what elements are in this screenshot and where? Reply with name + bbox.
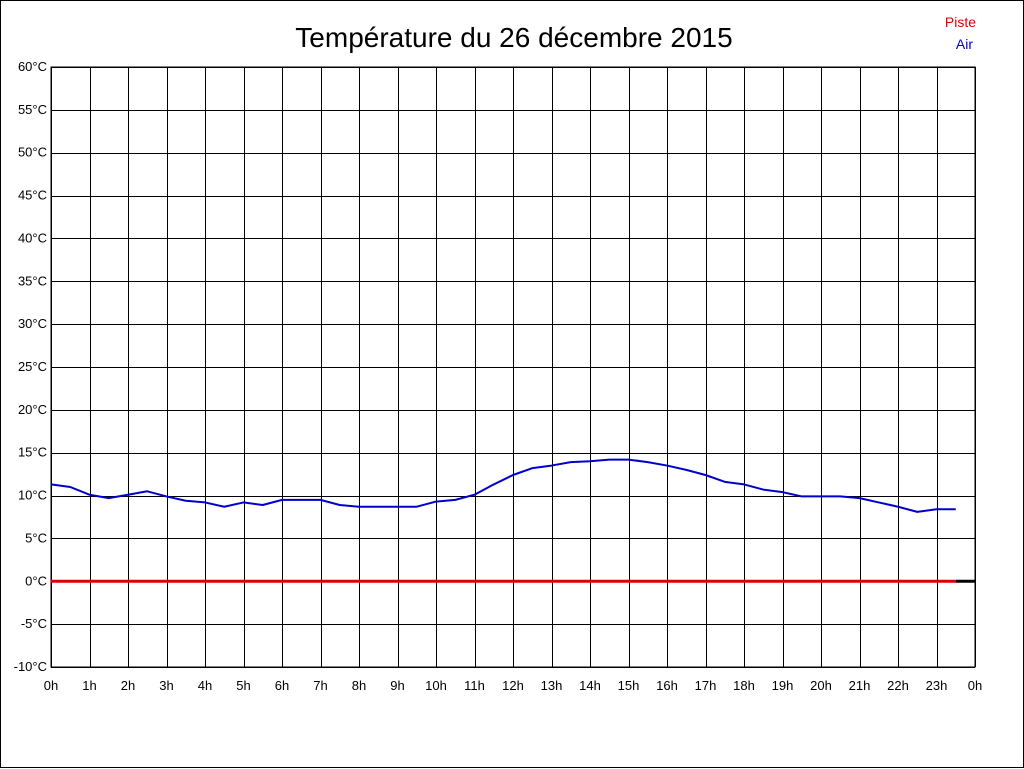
x-tick-label: 0h xyxy=(968,678,982,693)
y-tick-label: 35°C xyxy=(18,273,47,288)
grid xyxy=(50,66,976,668)
x-tick-label: 18h xyxy=(733,678,755,693)
x-axis-ticks: 0h 1h 2h 3h 4h 5h 6h 7h 8h 9h 10h 11h 12h 13h 14h 15h 16… xyxy=(44,678,982,693)
x-tick-label: 10h xyxy=(425,678,447,693)
x-tick-label: 15h xyxy=(618,678,640,693)
x-tick-label: 9h xyxy=(390,678,404,693)
y-tick-label: 45°C xyxy=(18,188,47,203)
x-tick-label: 16h xyxy=(656,678,678,693)
x-tick-label: 19h xyxy=(772,678,794,693)
x-tick-label: 14h xyxy=(579,678,601,693)
x-tick-label: 0h xyxy=(44,678,58,693)
x-tick-label: 13h xyxy=(541,678,563,693)
x-tick-label: 4h xyxy=(198,678,212,693)
y-tick-label: 60°C xyxy=(18,59,47,74)
legend-item-piste: Piste xyxy=(945,14,976,30)
y-tick-label: 25°C xyxy=(18,359,47,374)
series-lines xyxy=(50,458,975,583)
y-tick-label: 50°C xyxy=(18,145,47,160)
x-tick-label: 1h xyxy=(82,678,96,693)
x-tick-label: 5h xyxy=(236,678,250,693)
y-tick-label: 30°C xyxy=(18,316,47,331)
x-tick-label: 8h xyxy=(352,678,366,693)
x-tick-label: 21h xyxy=(849,678,871,693)
y-tick-label: 10°C xyxy=(18,488,47,503)
y-tick-label: 5°C xyxy=(25,530,47,545)
y-tick-label: -5°C xyxy=(21,616,47,631)
x-tick-label: 6h xyxy=(275,678,289,693)
x-tick-label: 3h xyxy=(159,678,173,693)
x-tick-label: 11h xyxy=(464,678,485,693)
y-tick-label: -10°C xyxy=(14,659,47,674)
legend-item-air: Air xyxy=(956,36,973,52)
x-tick-label: 23h xyxy=(926,678,948,693)
x-tick-label: 7h xyxy=(313,678,327,693)
y-tick-label: 55°C xyxy=(18,102,47,117)
series-line-air xyxy=(50,458,956,513)
x-tick-label: 17h xyxy=(695,678,717,693)
x-tick-label: 20h xyxy=(810,678,832,693)
y-tick-label: 40°C xyxy=(18,230,47,245)
y-tick-label: 20°C xyxy=(18,402,47,417)
x-tick-label: 12h xyxy=(502,678,524,693)
y-axis-ticks: -10°C -5°C 0°C 5°C 10°C 15°C 20°C 25°C 30°C 35°C 4… xyxy=(14,59,47,674)
x-tick-label: 2h xyxy=(121,678,135,693)
y-tick-label: 0°C xyxy=(25,573,47,588)
x-tick-label: 22h xyxy=(887,678,909,693)
y-tick-label: 15°C xyxy=(18,445,47,460)
chart-title: Température du 26 décembre 2015 xyxy=(295,22,732,53)
